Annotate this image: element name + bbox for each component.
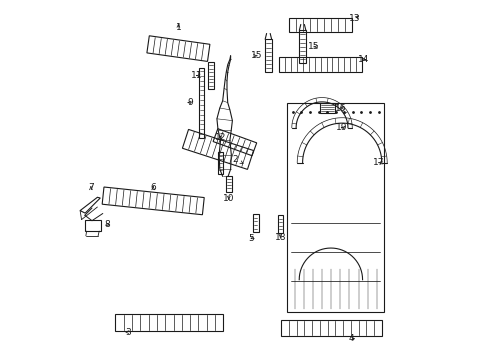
- Text: 4: 4: [348, 334, 354, 343]
- Bar: [226, 176, 232, 192]
- Bar: [116, 314, 223, 331]
- Text: 17: 17: [373, 158, 385, 167]
- Bar: [213, 129, 257, 156]
- Text: 15: 15: [251, 51, 263, 60]
- Bar: [279, 57, 362, 72]
- Text: 9: 9: [187, 98, 193, 107]
- Text: 16: 16: [335, 104, 346, 113]
- Bar: [299, 30, 306, 63]
- Text: 8: 8: [104, 220, 110, 229]
- Bar: [288, 103, 384, 312]
- Bar: [320, 103, 335, 113]
- Bar: [265, 39, 271, 72]
- Bar: [147, 36, 210, 62]
- Text: 13: 13: [349, 14, 361, 23]
- Bar: [102, 187, 204, 215]
- Text: 19: 19: [336, 123, 347, 132]
- Text: 10: 10: [223, 194, 235, 203]
- Text: 7: 7: [88, 183, 94, 192]
- Bar: [281, 320, 382, 336]
- Text: 14: 14: [358, 55, 370, 64]
- Text: 1: 1: [175, 23, 181, 32]
- Bar: [253, 214, 259, 232]
- Bar: [289, 18, 352, 32]
- Text: 15: 15: [308, 42, 320, 51]
- Bar: [199, 68, 204, 138]
- Text: 2: 2: [232, 155, 243, 163]
- Bar: [182, 129, 254, 170]
- Bar: [208, 62, 214, 89]
- Text: 5: 5: [248, 234, 254, 243]
- Bar: [218, 152, 223, 174]
- Text: 12: 12: [215, 134, 226, 143]
- Bar: [277, 215, 283, 233]
- Text: 3: 3: [125, 328, 131, 337]
- Text: 6: 6: [150, 183, 156, 192]
- Text: 18: 18: [274, 233, 286, 242]
- Text: 11: 11: [191, 71, 202, 80]
- Bar: [85, 220, 100, 231]
